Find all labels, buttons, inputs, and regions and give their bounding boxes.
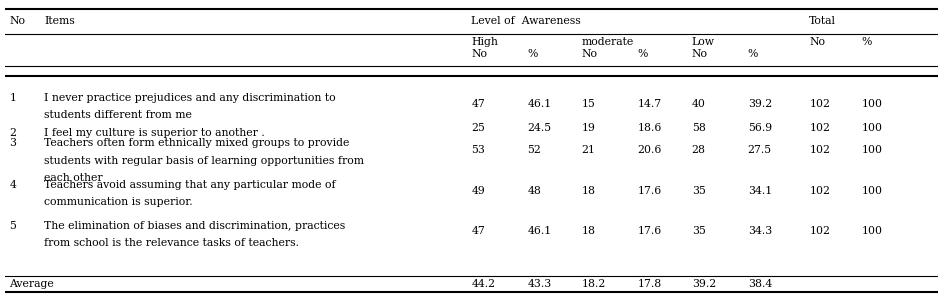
Text: Teachers avoid assuming that any particular mode of: Teachers avoid assuming that any particu… [44,180,336,190]
Text: Teachers often form ethnically mixed groups to provide: Teachers often form ethnically mixed gro… [44,138,350,148]
Text: 102: 102 [809,186,830,195]
Text: 58: 58 [692,123,706,133]
Text: 4: 4 [9,180,16,190]
Text: from school is the relevance tasks of teachers.: from school is the relevance tasks of te… [44,238,299,248]
Text: %: % [747,49,758,59]
Text: 102: 102 [809,100,830,109]
Text: 39.2: 39.2 [747,100,772,109]
Text: 17.6: 17.6 [637,186,662,195]
Text: 25: 25 [471,123,485,133]
Text: 38.4: 38.4 [747,279,772,289]
Text: 53: 53 [471,145,485,155]
Text: 102: 102 [809,226,830,236]
Text: No: No [692,49,708,59]
Text: Average: Average [9,279,55,289]
Text: 100: 100 [862,123,883,133]
Text: I feel my culture is superior to another .: I feel my culture is superior to another… [44,128,265,138]
Text: 17.8: 17.8 [637,279,662,289]
Text: No: No [809,37,825,47]
Text: 48: 48 [527,186,541,195]
Text: 56.9: 56.9 [747,123,772,133]
Text: No: No [582,49,598,59]
Text: 5: 5 [9,221,16,231]
Text: 3: 3 [9,138,16,148]
Text: %: % [862,37,872,47]
Text: 20.6: 20.6 [637,145,662,155]
Text: 27.5: 27.5 [747,145,772,155]
Text: %: % [527,49,538,59]
Text: 34.1: 34.1 [747,186,772,195]
Text: Total: Total [809,16,837,26]
Text: Low: Low [692,37,714,47]
Text: 18: 18 [582,186,596,195]
Text: 24.5: 24.5 [527,123,552,133]
Text: The elimination of biases and discrimination, practices: The elimination of biases and discrimina… [44,221,345,231]
Text: 17.6: 17.6 [637,226,662,236]
Text: 46.1: 46.1 [527,226,552,236]
Text: No: No [9,16,25,26]
Text: 100: 100 [862,145,883,155]
Text: students with regular basis of learning opportunities from: students with regular basis of learning … [44,156,364,165]
Text: 102: 102 [809,123,830,133]
Text: moderate: moderate [582,37,634,47]
Text: 28: 28 [692,145,706,155]
Text: communication is superior.: communication is superior. [44,197,193,207]
Text: 15: 15 [582,100,595,109]
Text: High: High [471,37,498,47]
Text: 102: 102 [809,145,830,155]
Text: 18.6: 18.6 [637,123,662,133]
Text: I never practice prejudices and any discrimination to: I never practice prejudices and any disc… [44,93,336,103]
Text: 35: 35 [692,186,706,195]
Text: 14.7: 14.7 [637,100,662,109]
Text: Level of  Awareness: Level of Awareness [471,16,581,26]
Text: 100: 100 [862,100,883,109]
Text: 18: 18 [582,226,596,236]
Text: No: No [471,49,488,59]
Text: 49: 49 [471,186,485,195]
Text: Items: Items [44,16,74,26]
Text: 40: 40 [692,100,706,109]
Text: each other: each other [44,173,102,183]
Text: 44.2: 44.2 [471,279,495,289]
Text: 19: 19 [582,123,595,133]
Text: 47: 47 [471,100,485,109]
Text: 35: 35 [692,226,706,236]
Text: 43.3: 43.3 [527,279,552,289]
Text: 46.1: 46.1 [527,100,552,109]
Text: 34.3: 34.3 [747,226,772,236]
Text: 100: 100 [862,186,883,195]
Text: students different from me: students different from me [44,110,192,120]
Text: 2: 2 [9,128,16,138]
Text: 47: 47 [471,226,485,236]
Text: 18.2: 18.2 [582,279,606,289]
Text: 52: 52 [527,145,541,155]
Text: 39.2: 39.2 [692,279,716,289]
Text: 21: 21 [582,145,596,155]
Text: 100: 100 [862,226,883,236]
Text: 1: 1 [9,93,16,103]
Text: %: % [637,49,648,59]
